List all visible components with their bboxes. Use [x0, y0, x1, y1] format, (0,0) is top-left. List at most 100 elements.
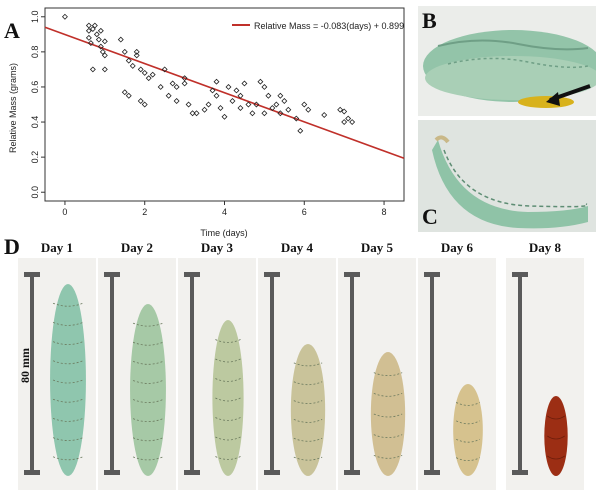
data-point	[93, 31, 100, 38]
body-segment	[52, 360, 84, 365]
data-point	[173, 83, 180, 90]
scale-ruler	[344, 272, 360, 475]
data-points	[61, 13, 356, 134]
larva-specimen	[50, 284, 86, 476]
tick-marks: 0 2 4 6 8 0.0 0.2 0.4 0.6 0.8 1.0	[30, 11, 387, 217]
data-point	[61, 13, 68, 20]
body-segment	[52, 341, 84, 345]
data-point	[185, 101, 192, 108]
photo-panel-b: B	[418, 6, 596, 116]
data-point	[101, 38, 108, 45]
day-label: Day 5	[360, 240, 394, 255]
data-point	[89, 66, 96, 73]
scale-ruler	[424, 272, 440, 475]
body-segment	[132, 456, 164, 461]
data-point	[245, 101, 252, 108]
y-tick-label: 1.0	[30, 11, 40, 24]
data-point	[121, 89, 128, 96]
body-segment	[52, 379, 84, 384]
larva-specimen	[453, 384, 483, 476]
day-label: Day 8	[528, 240, 562, 255]
body-segment	[132, 341, 164, 346]
body-segment	[455, 438, 481, 443]
scale-ruler	[184, 272, 200, 475]
body-segment	[215, 378, 241, 382]
legend: Relative Mass = -0.083(days) + 0.899	[232, 21, 404, 31]
panel-label-a: A	[4, 18, 20, 43]
body-segment	[215, 358, 241, 363]
data-point	[337, 106, 344, 113]
data-point	[269, 105, 276, 111]
x-tick-label: 4	[222, 207, 227, 217]
data-point	[85, 27, 92, 34]
data-point	[277, 110, 284, 117]
larva-curled-photo	[418, 120, 596, 232]
data-point	[161, 66, 168, 73]
data-point	[349, 119, 356, 126]
data-point	[213, 78, 220, 85]
data-point	[253, 101, 260, 108]
data-point	[265, 92, 272, 99]
larva-specimen	[290, 344, 326, 476]
body-segment	[132, 322, 164, 327]
body-segment	[52, 302, 84, 307]
body-segment	[52, 398, 84, 403]
body-segment	[132, 418, 164, 423]
day-label: Day 3	[200, 240, 234, 255]
body-segment	[215, 436, 241, 441]
body-segment	[132, 399, 164, 403]
day-label: Day 1	[40, 240, 74, 255]
data-point	[141, 101, 148, 108]
data-point	[97, 43, 104, 50]
data-point	[165, 92, 172, 99]
scale-ruler	[512, 272, 528, 475]
data-point	[169, 80, 176, 87]
photo-panel-c: C	[418, 120, 596, 232]
body-segment	[455, 420, 481, 425]
data-point	[285, 106, 292, 113]
scale-ruler	[104, 272, 120, 475]
data-point	[157, 83, 164, 90]
body-segment	[215, 417, 241, 421]
body-segment	[215, 456, 241, 460]
larva-specimen	[370, 352, 406, 476]
data-point	[193, 110, 200, 117]
data-point	[249, 110, 256, 117]
day-label: Day 2	[120, 240, 154, 255]
data-point	[101, 66, 108, 73]
y-tick-label: 0.6	[30, 81, 40, 94]
day-photo	[506, 258, 584, 490]
larva-specimen	[130, 304, 166, 476]
legend-label: Relative Mass = -0.083(days) + 0.899	[254, 21, 404, 31]
body-segment	[132, 437, 164, 442]
data-point	[125, 57, 132, 64]
data-point	[189, 110, 196, 117]
x-axis-label: Time (days)	[200, 228, 247, 238]
body-segment	[547, 415, 565, 420]
data-point	[345, 115, 352, 122]
y-axis-label: Relative Mass (grams)	[8, 63, 18, 153]
data-point	[233, 87, 240, 94]
data-point	[341, 108, 348, 115]
body-segment	[547, 455, 565, 460]
data-point	[91, 22, 98, 29]
body-segment	[215, 397, 241, 402]
day-label: Day 6	[440, 240, 474, 255]
data-point	[145, 75, 152, 82]
data-point	[205, 101, 212, 108]
data-point	[89, 26, 96, 33]
day-label: Day 4	[280, 240, 314, 255]
data-point	[149, 71, 156, 78]
data-point	[137, 98, 144, 104]
data-point	[305, 106, 312, 113]
data-point	[117, 36, 124, 43]
data-point	[97, 27, 104, 34]
data-point	[173, 98, 180, 104]
body-segment	[547, 435, 565, 440]
body-segment	[132, 360, 164, 365]
data-point	[301, 101, 308, 108]
panel-label-c: C	[422, 204, 438, 229]
body-segment	[132, 380, 164, 384]
day-photo	[418, 258, 496, 490]
data-point	[137, 66, 144, 73]
